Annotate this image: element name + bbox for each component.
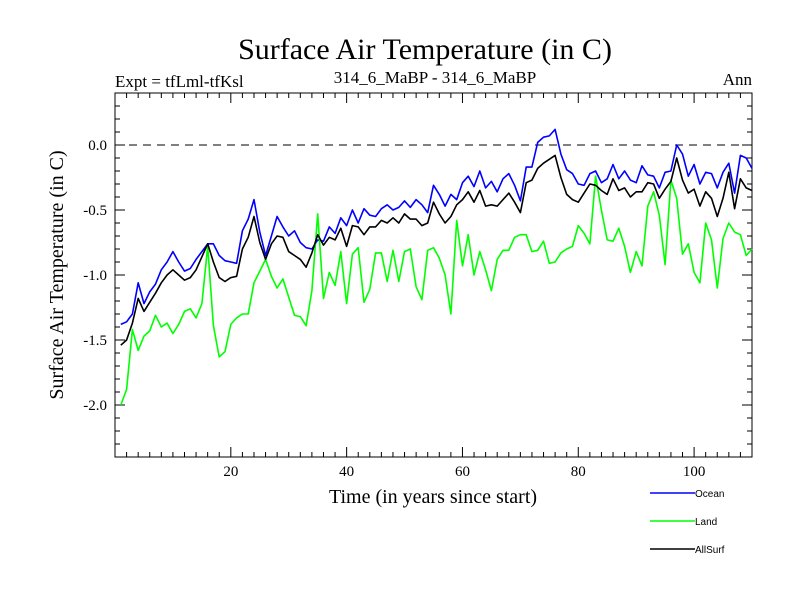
y-axis-label: Surface Air Temperature (in C) [46, 150, 68, 399]
run-label: 314_6_MaBP - 314_6_MaBP [334, 68, 536, 87]
chart-title: Surface Air Temperature (in C) [238, 33, 612, 66]
y-tick-label: -1.5 [83, 333, 107, 349]
series-line-ocean [120, 128, 753, 326]
legend: Ocean Land AllSurf [650, 489, 725, 556]
legend-label-ocean: Ocean [695, 489, 724, 500]
experiment-label: Expt = tfLml-tfKsl [115, 72, 244, 91]
series-lines [120, 128, 753, 406]
x-axis-label: Time (in years since start) [329, 486, 537, 508]
legend-label-allsurf: AllSurf [695, 545, 725, 556]
y-tick-label: -1.0 [83, 268, 107, 284]
series-line-land [120, 175, 753, 406]
x-tick-label: 60 [455, 464, 470, 480]
axis-ticks [115, 93, 752, 457]
x-tick-label: 20 [223, 464, 238, 480]
y-tick-label: 0.0 [88, 138, 107, 154]
y-tick-label: -2.0 [83, 398, 107, 414]
x-tick-label: 40 [339, 464, 354, 480]
series-line-allsurf [120, 154, 753, 346]
x-tick-label: 80 [571, 464, 586, 480]
x-tick-label: 100 [683, 464, 706, 480]
season-label: Ann [723, 70, 753, 89]
legend-label-land: Land [695, 517, 717, 528]
y-tick-label: -0.5 [83, 203, 107, 219]
axis-tick-labels: 20 40 60 80 100 0.0 -0.5 -1.0 -1.5 -2.0 [83, 138, 705, 480]
